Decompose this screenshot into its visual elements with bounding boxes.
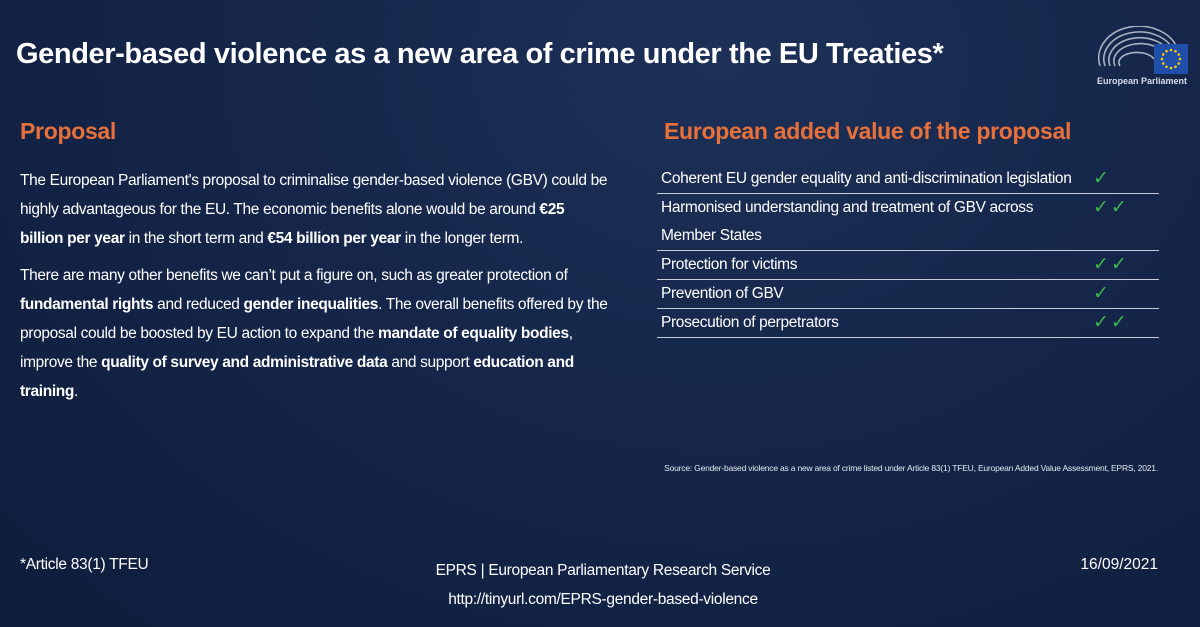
highlight-fundamental-rights: fundamental rights — [20, 296, 154, 313]
highlight-long-term: €54 billion per year — [267, 230, 401, 247]
table-row: Protection for victims ✓✓ — [657, 251, 1159, 280]
row-label: Protection for victims — [661, 256, 798, 273]
added-value-table: Coherent EU gender equality and anti-dis… — [657, 165, 1159, 338]
highlight-short-term: €25 billion per year — [20, 201, 565, 247]
row-label: Prevention of GBV — [661, 285, 784, 302]
text-span: The European Parliament's proposal to cr… — [20, 172, 608, 218]
checkmark-icon: ✓ — [1093, 168, 1111, 189]
publication-date: 16/09/2021 — [1080, 556, 1158, 573]
proposal-paragraph-1: The European Parliament's proposal to cr… — [20, 166, 610, 253]
table-row: Coherent EU gender equality and anti-dis… — [657, 165, 1159, 194]
highlight-gender-inequalities: gender inequalities — [243, 296, 379, 313]
table-row: Prosecution of perpetrators ✓✓ — [657, 309, 1159, 338]
proposal-text: The European Parliament's proposal to cr… — [20, 166, 610, 414]
text-span: . — [74, 383, 78, 400]
text-span: and support — [387, 354, 474, 371]
checkmark-icon: ✓✓ — [1093, 254, 1129, 275]
added-value-heading: European added value of the proposal — [664, 118, 1072, 144]
row-label: Prosecution of perpetrators — [661, 314, 839, 331]
highlight-data-quality: quality of survey and administrative dat… — [101, 354, 388, 371]
highlight-equality-bodies: mandate of equality bodies — [378, 325, 569, 342]
footnote: *Article 83(1) TFEU — [20, 556, 149, 573]
row-label: Harmonised understanding and treatment o… — [661, 199, 1034, 244]
footer-url: http://tinyurl.com/EPRS-gender-based-vio… — [448, 591, 758, 608]
text-span: in the longer term. — [400, 230, 524, 247]
table-row: Harmonised understanding and treatment o… — [657, 194, 1159, 251]
text-span: , improve the — [20, 325, 573, 371]
checkmark-icon: ✓✓ — [1093, 197, 1129, 218]
source-note: Source: Gender-based violence as a new a… — [664, 463, 1158, 473]
checkmark-icon: ✓✓ — [1093, 312, 1129, 333]
checkmark-icon: ✓ — [1093, 283, 1111, 304]
proposal-heading: Proposal — [20, 118, 117, 144]
highlight-education: education and training — [20, 354, 574, 400]
european-parliament-logo-icon — [1097, 26, 1188, 74]
logo-text: European Parliament — [1096, 76, 1188, 86]
table-row: Prevention of GBV ✓ — [657, 280, 1159, 309]
text-span: and reduced — [153, 296, 244, 313]
text-span: There are many other benefits we can’t p… — [20, 267, 568, 284]
organization-name: EPRS | European Parliamentary Research S… — [435, 562, 771, 579]
footer-credits: EPRS | European Parliamentary Research S… — [0, 556, 1200, 614]
proposal-paragraph-2: There are many other benefits we can’t p… — [20, 261, 610, 406]
text-span: in the short term and — [124, 230, 268, 247]
row-label: Coherent EU gender equality and anti-dis… — [661, 170, 1072, 187]
page-title: Gender-based violence as a new area of c… — [16, 38, 944, 70]
text-span: . The overall benefits offered by the pr… — [20, 296, 608, 342]
